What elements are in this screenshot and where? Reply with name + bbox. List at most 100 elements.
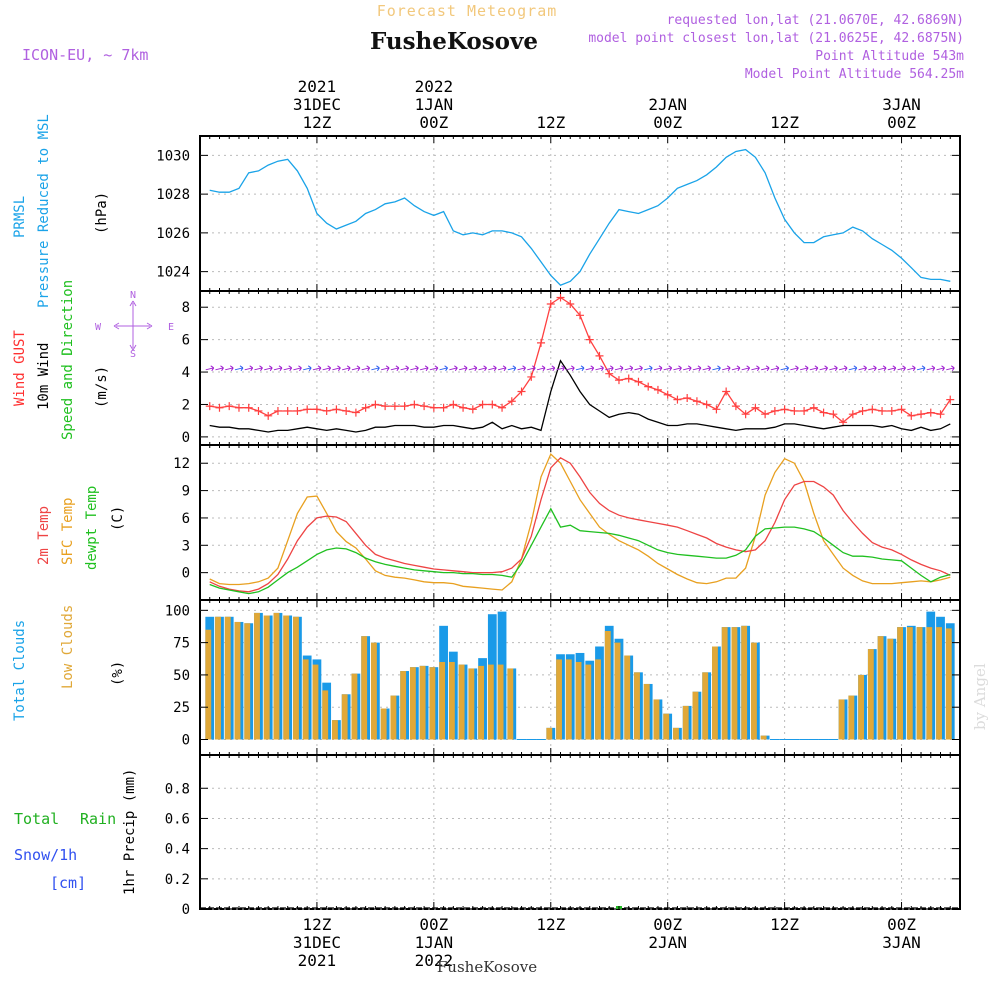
low-cloud-bar [877, 636, 884, 740]
gust-marker [449, 400, 458, 409]
gust-marker [858, 406, 867, 415]
gust-marker [234, 403, 243, 412]
gust-marker [946, 395, 955, 404]
low-cloud-bar [663, 713, 670, 740]
y-tick-label: 6 [182, 511, 190, 527]
closest-coords: model point closest lon,lat (21.0625E, 4… [588, 31, 964, 46]
gust-marker [741, 410, 750, 419]
low-cloud-bar [604, 631, 611, 740]
low-cloud-bar [400, 671, 407, 740]
top-time-label: 2021 [298, 77, 337, 96]
gust-marker [293, 406, 302, 415]
grid-lines [200, 136, 960, 910]
snow-label: Snow/1h [14, 846, 77, 864]
point-altitude: Point Altitude 543m [815, 49, 964, 64]
bottom-time-label: 2022 [415, 951, 454, 970]
wind-direction-arrow [458, 365, 468, 372]
top-time-label: 31DEC [293, 95, 341, 114]
gust-marker [410, 400, 419, 409]
compass-n: N [130, 290, 136, 301]
low-cloud-bar [712, 646, 718, 740]
wind-direction-arrow [741, 365, 751, 372]
gust-marker [283, 406, 292, 415]
wind-direction-arrow [751, 365, 760, 372]
wind-direction-arrow [887, 365, 897, 372]
gust-marker [546, 299, 555, 308]
wind-direction-arrow [653, 365, 663, 372]
wind-direction-arrow [507, 365, 517, 372]
wind-direction-arrow [819, 365, 829, 372]
sfc-temp-line [209, 452, 951, 591]
low-cloud-bar [916, 627, 923, 740]
temp-unit-label: (C) [110, 506, 126, 531]
wind-direction-arrow [614, 365, 624, 372]
wind-direction-arrow [497, 365, 507, 372]
wind-direction-arrow [907, 365, 916, 372]
top-time-label: 2022 [415, 77, 454, 96]
wind-direction-arrow [468, 365, 478, 372]
gust-marker [244, 403, 253, 412]
wind-direction-arrow [556, 365, 565, 372]
compass-e: E [168, 322, 174, 333]
low-cloud-bar [341, 694, 348, 740]
wind-direction-arrow [400, 365, 410, 372]
wind-direction-arrow [361, 365, 371, 372]
low-cloud-bar [390, 695, 397, 740]
low-cloud-bar [634, 672, 640, 740]
y-tick-label: 0.2 [165, 872, 190, 888]
wind-direction-arrow [877, 365, 887, 372]
low-cloud-bar [682, 705, 689, 740]
wind-unit-label: (m/s) [94, 366, 110, 408]
wind-direction-arrow [205, 365, 215, 372]
tsfc-label: SFC Temp [60, 498, 76, 565]
watermark: by Angel [971, 663, 989, 730]
low-cloud-bar [702, 672, 709, 740]
gust-marker [507, 397, 516, 406]
gust-marker [751, 403, 760, 412]
bottom-time-label: 00Z [419, 915, 448, 934]
dewpt-label: dewpt Temp [84, 486, 100, 570]
wind-direction-arrow [848, 365, 858, 372]
compass-rose: N S W E [95, 290, 174, 360]
y-tick-label: 9 [182, 484, 190, 500]
low-cloud-bar [234, 621, 241, 740]
gust-marker [527, 372, 536, 381]
y-tick-label: 1026 [156, 226, 190, 242]
gust-marker [595, 351, 604, 360]
wind-direction-arrow [926, 365, 936, 372]
data-series [200, 148, 960, 909]
wind-direction-arrow [478, 365, 487, 372]
y-tick-label: 2 [182, 397, 190, 413]
low-cloud-bar [741, 625, 748, 740]
gust-marker [459, 403, 468, 412]
y-tick-label: 0 [182, 566, 190, 582]
wind-direction-arrow [225, 365, 234, 372]
gust-marker [566, 299, 575, 308]
bottom-time-label: 12Z [302, 915, 331, 934]
low-cloud-bar [838, 699, 845, 740]
compass-s: S [130, 349, 136, 360]
low-cloud-bar [263, 615, 270, 740]
wind-direction-arrow [595, 365, 604, 372]
rain-label: Rain [80, 810, 116, 828]
wind-direction-arrow [410, 365, 419, 372]
low-cloud-bar [575, 662, 582, 740]
bottom-time-label: 31DEC [293, 933, 341, 952]
y-tick-label: 1030 [156, 148, 190, 164]
gust-marker [332, 405, 341, 414]
wind-direction-arrow [722, 365, 731, 372]
wind-direction-arrow [517, 365, 526, 372]
wind-direction-arrow [605, 365, 614, 372]
bottom-time-label: 1JAN [415, 933, 454, 952]
wind-direction-arrow [342, 365, 351, 372]
gust-marker [848, 410, 857, 419]
wind-direction-arrow [634, 365, 643, 372]
low-cloud-bar [692, 691, 699, 740]
wind-direction-arrow [644, 365, 653, 372]
gust-marker [400, 402, 409, 411]
chart-supertitle: Forecast Meteogram [377, 2, 558, 20]
y-tick-label: 25 [173, 700, 190, 716]
gust-marker [722, 387, 731, 396]
wind-direction-arrow [264, 365, 273, 372]
top-time-label: 00Z [653, 113, 682, 132]
